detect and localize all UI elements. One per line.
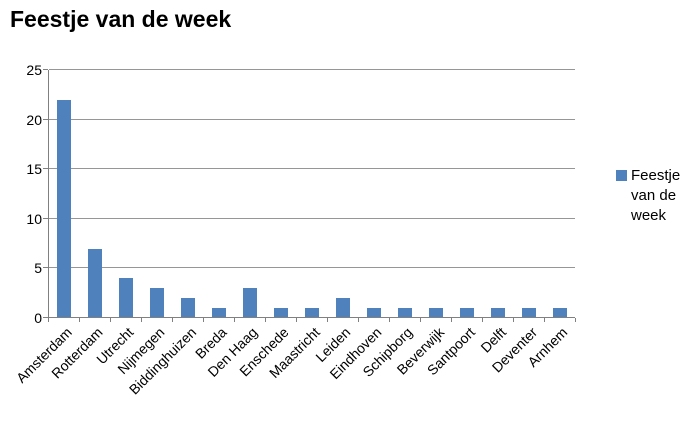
x-tick-mark	[358, 318, 359, 322]
x-tick-mark	[79, 318, 80, 322]
gridline	[49, 118, 575, 120]
bar-deventer	[521, 308, 536, 317]
bar-enschede	[273, 308, 288, 317]
x-axis-labels: Amsterdam Rotterdam Utrecht Nijmegen Bidding…	[13, 322, 575, 418]
bar-utrecht	[118, 278, 133, 317]
y-tick-label: 0	[34, 310, 42, 326]
y-tick-label: 10	[26, 210, 42, 227]
gridline	[49, 69, 575, 70]
y-tick-mark	[43, 267, 48, 269]
x-tick-mark	[482, 318, 483, 322]
plot-area	[43, 69, 576, 322]
y-tick-label: 15	[26, 161, 42, 178]
y-axis-line	[48, 70, 49, 318]
bar-leiden	[335, 298, 350, 317]
bar-biddinghuizen	[180, 298, 195, 317]
x-tick-mark	[451, 318, 452, 322]
x-tick-mark	[389, 318, 390, 322]
bar-nijmegen	[149, 288, 164, 317]
x-tick-mark	[141, 318, 142, 322]
legend-label: Feestje van de week	[631, 167, 681, 224]
x-tick-mark	[513, 318, 514, 322]
y-tick-mark	[43, 69, 48, 70]
x-tick-mark	[296, 318, 297, 322]
chart-title: Feestje van de week	[10, 6, 232, 32]
x-tick-mark	[544, 318, 545, 322]
y-tick-mark	[43, 217, 48, 219]
bar-arnhem	[552, 308, 567, 317]
legend: Feestje van de week	[616, 166, 686, 226]
gridline	[49, 168, 575, 170]
y-axis-labels: 0 5 10 15 20 25	[0, 62, 42, 326]
bar-amsterdam	[56, 99, 71, 317]
x-tick-mark	[48, 318, 49, 322]
y-tick-label: 20	[26, 111, 42, 128]
x-tick-mark	[575, 318, 576, 322]
x-tick-mark	[265, 318, 266, 322]
y-tick-label: 5	[34, 260, 42, 277]
y-tick-mark	[43, 317, 48, 318]
gridline	[49, 217, 575, 219]
bar-eindhoven	[366, 308, 381, 317]
bar-den-haag	[242, 288, 257, 317]
bar-schipborg	[397, 308, 412, 317]
bar-maastricht	[304, 308, 319, 317]
bar-beverwijk	[428, 308, 443, 317]
bar-delft	[490, 308, 505, 317]
y-tick-mark	[43, 168, 48, 170]
bar-santpoort	[459, 308, 474, 317]
bar-breda	[211, 308, 226, 317]
bar-rotterdam	[87, 248, 102, 317]
x-tick-mark	[172, 318, 173, 322]
x-axis-line	[48, 317, 575, 318]
x-tick-mark	[420, 318, 421, 322]
y-tick-mark	[43, 118, 48, 120]
x-tick-mark	[110, 318, 111, 322]
legend-swatch	[616, 170, 627, 181]
x-tick-mark	[327, 318, 328, 322]
gridline	[49, 267, 575, 269]
x-tick-mark	[234, 318, 235, 322]
x-tick-mark	[203, 318, 204, 322]
y-tick-label: 25	[26, 62, 42, 78]
